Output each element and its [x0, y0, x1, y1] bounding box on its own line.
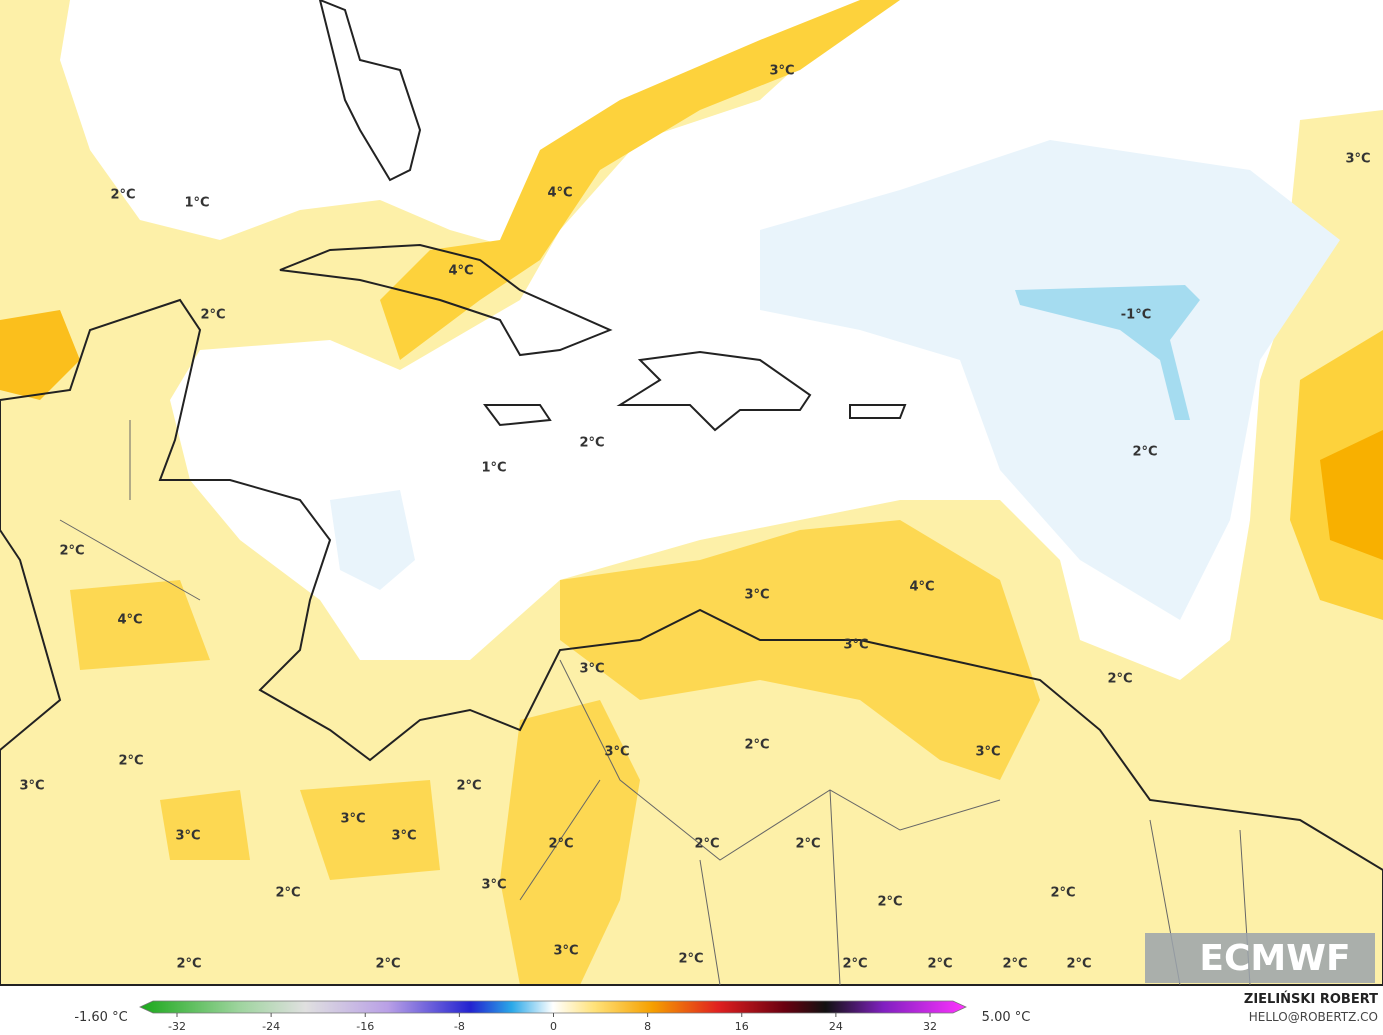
contour-label: 3°C — [553, 944, 578, 959]
warm-area — [500, 700, 640, 985]
logo: ECMWF — [1199, 938, 1350, 979]
contour-label: 3°C — [744, 588, 769, 603]
contour-label: 2°C — [678, 952, 703, 967]
colorbar-tick-label: 32 — [923, 1020, 937, 1033]
coastline — [0, 298, 1383, 986]
coastline — [616, 350, 812, 432]
contour-label: 2°C — [1066, 957, 1091, 972]
colorbar-tick-label: 16 — [735, 1020, 749, 1033]
border — [59, 420, 1251, 986]
contour-label: 4°C — [547, 186, 572, 201]
contour-label: 2°C — [275, 886, 300, 901]
coastline — [279, 243, 613, 357]
contour-label: 3°C — [19, 779, 44, 794]
contour-label: 4°C — [117, 613, 142, 628]
contour-label: 3°C — [391, 829, 416, 844]
contour-label: 3°C — [579, 662, 604, 677]
credit-author: ZIELIŃSKI ROBERT — [1244, 991, 1378, 1007]
warm-area — [380, 0, 900, 360]
cold-area — [1015, 285, 1200, 420]
contour-label: 2°C — [877, 895, 902, 910]
colorbar-max: 5.00 °C — [982, 1010, 1031, 1025]
contour-label: 2°C — [744, 738, 769, 753]
contour-label: 2°C — [176, 957, 201, 972]
coastline — [483, 404, 907, 427]
contour-label: 4°C — [909, 580, 934, 595]
colorbar-min: -1.60 °C — [74, 1010, 127, 1025]
contour-label: 2°C — [375, 957, 400, 972]
contour-label: 3°C — [975, 745, 1000, 760]
colorbar: -1.60 °C 5.00 °C -32 -24 -16 -8 0 8 16 24 32 — [74, 1000, 1031, 1033]
colorbar-tick-label: -24 — [262, 1020, 280, 1033]
contour-label: -1°C — [1121, 308, 1151, 323]
coastline — [318, 0, 422, 182]
contour-label: 3°C — [1345, 152, 1370, 167]
colorbar-tick-label: 0 — [550, 1020, 557, 1033]
contour-label: 2°C — [842, 957, 867, 972]
warm-area — [70, 580, 440, 880]
contour-label: 1°C — [481, 461, 506, 476]
cool-area — [330, 490, 415, 590]
warm-area — [560, 520, 1040, 780]
contour-label: 3°C — [769, 64, 794, 79]
contour-label: 3°C — [604, 745, 629, 760]
contour-label: 2°C — [1050, 886, 1075, 901]
contour-label: 2°C — [694, 837, 719, 852]
contour-label: 2°C — [548, 837, 573, 852]
contour-label: 2°C — [927, 957, 952, 972]
map: 2°C 1°C 3°C 3°C 4°C 4°C 2°C -1°C 2°C 1°C 2°C 2°C 4°C… — [0, 0, 1383, 986]
contour-label: 1°C — [184, 196, 209, 211]
contour-label: 4°C — [448, 264, 473, 279]
contour-label: 3°C — [481, 878, 506, 893]
contour-label: 2°C — [1002, 957, 1027, 972]
contour-label: 2°C — [456, 779, 481, 794]
colorbar-tick-label: -8 — [454, 1020, 465, 1033]
hot-area — [0, 310, 80, 400]
contour-label: 2°C — [200, 308, 225, 323]
colorbar-tick-label: -32 — [168, 1020, 186, 1033]
contour-label: 3°C — [843, 638, 868, 653]
contour-label: 2°C — [118, 754, 143, 769]
contour-label: 2°C — [795, 837, 820, 852]
contour-label: 3°C — [175, 829, 200, 844]
contour-label: 2°C — [59, 544, 84, 559]
logo-box — [1145, 933, 1375, 983]
colorbar-tick-label: 24 — [829, 1020, 843, 1033]
contour-label: 2°C — [1132, 445, 1157, 460]
colorbar-tick-label: 8 — [644, 1020, 651, 1033]
neutral-area — [60, 0, 870, 250]
colorbar-tick-label: -16 — [356, 1020, 374, 1033]
credit-contact: HELLO@ROBERTZ.CO — [1249, 1010, 1378, 1024]
contour-label: 2°C — [579, 436, 604, 451]
hot-area — [1320, 430, 1383, 560]
contour-label: 2°C — [110, 188, 135, 203]
contour-label: 2°C — [1107, 672, 1132, 687]
cool-area — [760, 140, 1340, 620]
contour-label: 3°C — [340, 812, 365, 827]
colorbar-bar — [139, 1000, 967, 1014]
